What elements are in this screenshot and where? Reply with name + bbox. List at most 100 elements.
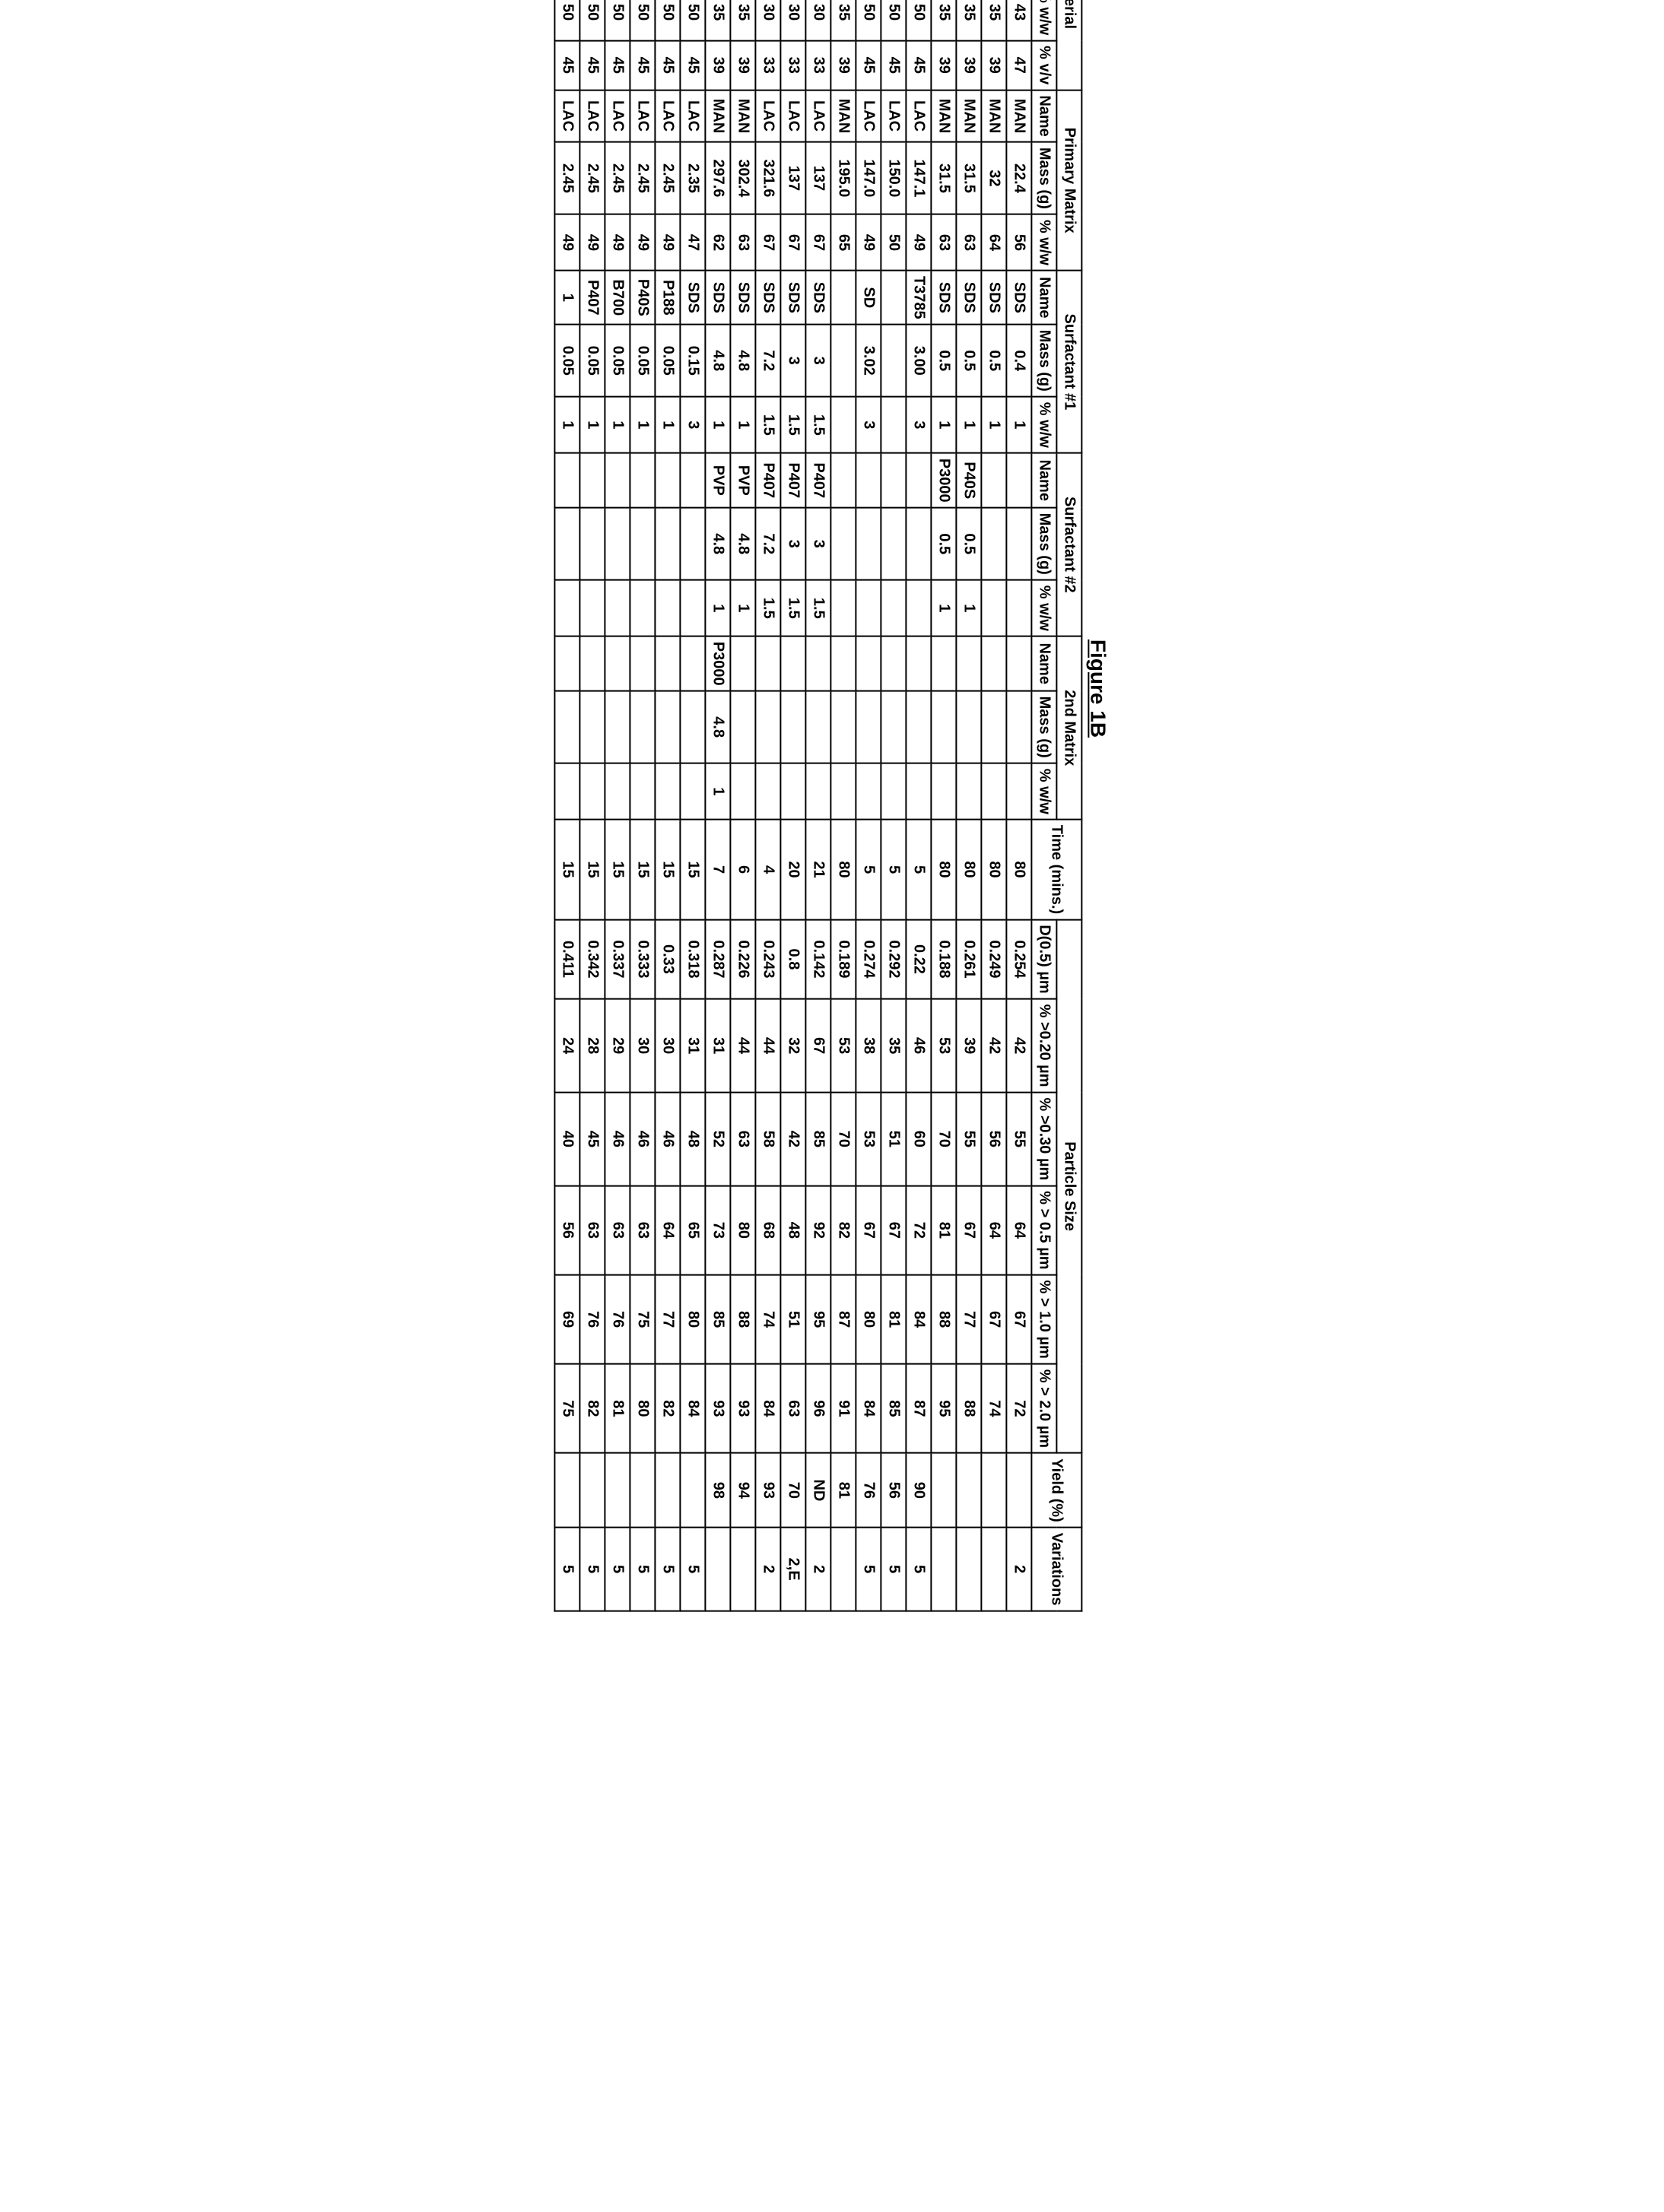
cell-s1_n: SDS	[957, 271, 982, 325]
cell-s1_n: SDS	[706, 271, 731, 325]
cell-p030: 46	[605, 1092, 630, 1185]
cell-yield: ND	[806, 1453, 831, 1528]
cell-s1_n	[831, 271, 856, 325]
cell-p030: 70	[932, 1092, 957, 1185]
cell-act_vv: 39	[706, 40, 731, 90]
cell-s1_m: 3	[806, 325, 831, 397]
cell-s2_n	[605, 453, 630, 508]
cell-s2_n: P40S	[957, 453, 982, 508]
cell-pm_n: LAC	[856, 90, 881, 141]
sub-s1-ww: % w/w	[1032, 397, 1057, 453]
cell-m2_n	[856, 636, 881, 691]
table-row: ZMAN150.05045LAC147.049SD3.02350.2743853…	[856, 0, 881, 1611]
cell-p20: 72	[1007, 1364, 1032, 1453]
cell-p05: 63	[580, 1185, 605, 1274]
cell-pm_n: LAC	[580, 90, 605, 141]
col-time: Time (mins.)	[1032, 820, 1082, 919]
cell-act_ww: 50	[856, 0, 881, 40]
cell-s2_n: P407	[806, 453, 831, 508]
cell-p030: 60	[907, 1092, 932, 1185]
cell-var: 5	[605, 1528, 630, 1611]
cell-s1_n: SDS	[781, 271, 806, 325]
cell-d05: 0.318	[681, 919, 706, 998]
cell-time: 5	[907, 820, 932, 919]
cell-m2_m	[555, 691, 580, 763]
cell-yield	[656, 1453, 681, 1528]
data-table: Sample No. Active material Primary Matri…	[554, 0, 1083, 1611]
cell-p10: 84	[907, 1275, 932, 1364]
cell-act_vv: 39	[932, 40, 957, 90]
table-row: ABMTX603033LAC13767SDS31.5P40731.5210.14…	[806, 0, 831, 1611]
cell-p10: 85	[706, 1275, 731, 1364]
cell-s2_m	[681, 508, 706, 580]
cell-p10: 76	[580, 1275, 605, 1364]
cell-yield	[957, 1453, 982, 1528]
table-row: ALMAN2.55045LAC2.454910.051150.411244056…	[555, 0, 580, 1611]
cell-s2_m: 0.5	[932, 508, 957, 580]
cell-s1_m: 0.5	[982, 325, 1007, 397]
cell-p030: 58	[756, 1092, 781, 1185]
cell-s2_ww: 1	[731, 580, 756, 636]
sub-pm-mass: Mass (g)	[1032, 142, 1057, 214]
cell-var: 2	[1007, 1528, 1032, 1611]
cell-pm_m: 2.45	[580, 142, 605, 214]
cell-m2_m	[806, 691, 831, 763]
cell-p10: 76	[605, 1275, 630, 1364]
sub-m2-mass: Mass (g)	[1032, 691, 1057, 763]
cell-p020: 31	[681, 999, 706, 1093]
cell-s1_ww: 1.5	[781, 397, 806, 453]
cell-s1_m: 0.05	[656, 325, 681, 397]
cell-s1_ww: 1	[605, 397, 630, 453]
cell-p05: 48	[781, 1185, 806, 1274]
cell-p10: 88	[932, 1275, 957, 1364]
cell-d05: 0.188	[932, 919, 957, 998]
cell-s2_ww: 1	[957, 580, 982, 636]
cell-p05: 63	[630, 1185, 656, 1274]
cell-m2_m	[982, 691, 1007, 763]
figure-title: Figure 1B	[1086, 0, 1110, 1611]
cell-m2_m	[957, 691, 982, 763]
cell-pm_m: 302.4	[731, 142, 756, 214]
cell-s2_m	[831, 508, 856, 580]
cell-pm_ww: 47	[681, 214, 706, 271]
cell-s2_m: 3	[781, 508, 806, 580]
cell-m2_ww	[681, 763, 706, 820]
cell-s2_n	[856, 453, 881, 508]
cell-p20: 84	[681, 1364, 706, 1453]
cell-pm_n: MAN	[706, 90, 731, 141]
cell-d05: 0.33	[656, 919, 681, 998]
cell-var	[932, 1528, 957, 1611]
sub-gt020: % >0.20 µm	[1032, 999, 1057, 1093]
cell-p20: 84	[756, 1364, 781, 1453]
cell-p030: 46	[630, 1092, 656, 1185]
cell-yield: 76	[856, 1453, 881, 1528]
cell-p10: 87	[831, 1275, 856, 1364]
cell-yield: 81	[831, 1453, 856, 1528]
subheader-row: Name Mass (g) % w/w % v/v Name Mass (g) …	[1032, 0, 1057, 1611]
cell-m2_n	[932, 636, 957, 691]
cell-pm_ww: 49	[656, 214, 681, 271]
cell-d05: 0.411	[555, 919, 580, 998]
table-row: AHMAN2.55045LAC2.4549P1880.051150.333046…	[656, 0, 681, 1611]
cell-pm_n: LAC	[806, 90, 831, 141]
cell-s2_ww	[856, 580, 881, 636]
grp-second-matrix: 2nd Matrix	[1057, 636, 1082, 820]
table-header: Sample No. Active material Primary Matri…	[1032, 0, 1082, 1611]
cell-yield: 70	[781, 1453, 806, 1528]
cell-act_vv: 45	[856, 40, 881, 90]
cell-pm_ww: 63	[932, 214, 957, 271]
cell-s2_ww	[580, 580, 605, 636]
cell-s2_m	[907, 508, 932, 580]
cell-p05: 67	[881, 1185, 907, 1274]
cell-p030: 55	[957, 1092, 982, 1185]
cell-time: 5	[856, 820, 881, 919]
cell-p10: 88	[731, 1275, 756, 1364]
cell-act_ww: 50	[681, 0, 706, 40]
cell-s2_n	[831, 453, 856, 508]
cell-yield: 94	[731, 1453, 756, 1528]
cell-m2_m	[731, 691, 756, 763]
cell-s1_n	[881, 271, 907, 325]
cell-p20: 96	[806, 1364, 831, 1453]
cell-m2_n	[756, 636, 781, 691]
cell-pm_ww: 63	[731, 214, 756, 271]
